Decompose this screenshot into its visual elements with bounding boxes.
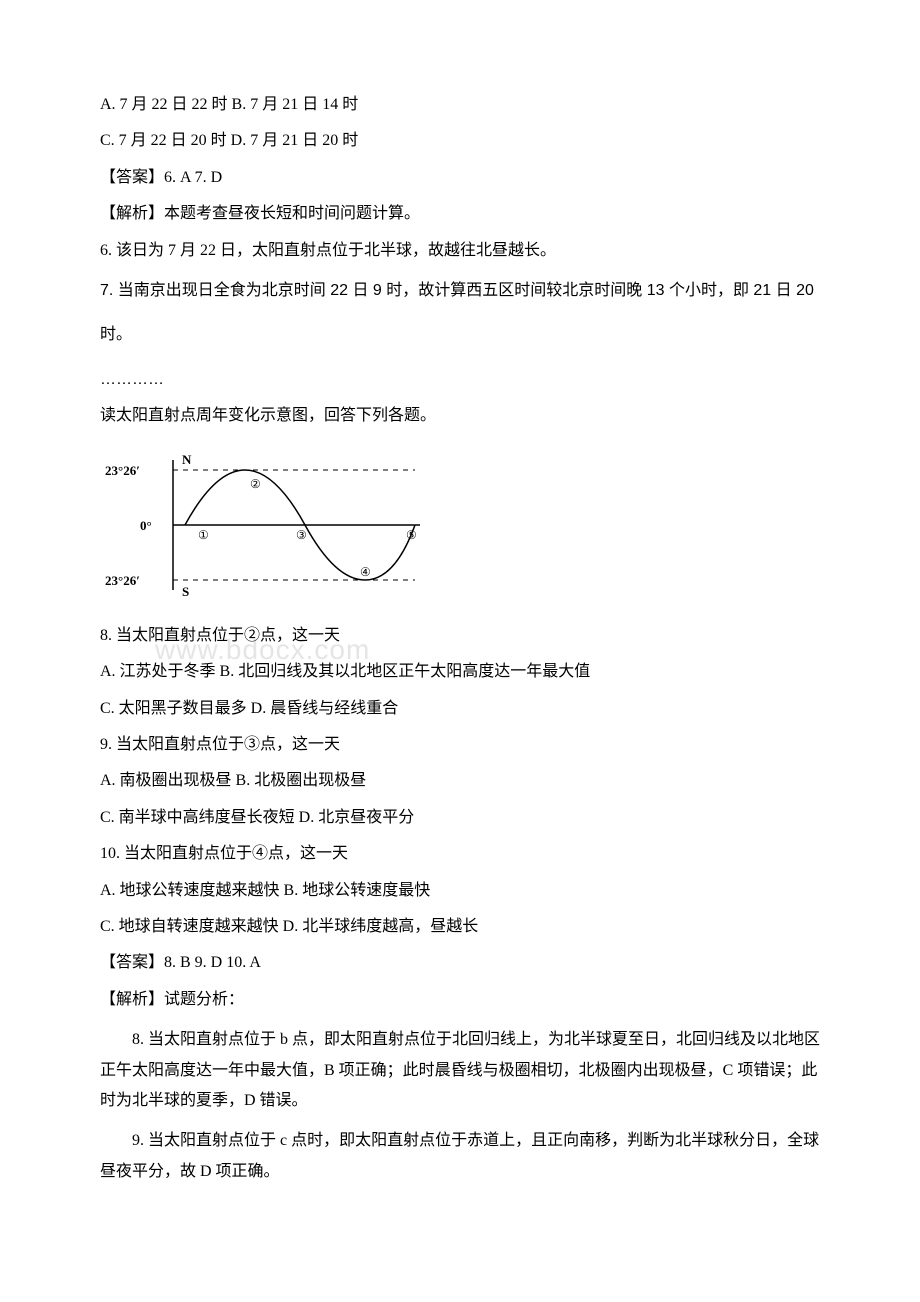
q10-option-cd: C. 地球自转速度越来越快 D. 北半球纬度越高，昼越长 bbox=[100, 912, 820, 942]
svg-text:④: ④ bbox=[360, 565, 371, 579]
q6-7-option-cd: C. 7 月 22 日 20 时 D. 7 月 21 日 20 时 bbox=[100, 126, 820, 156]
q9-stem: 9. 当太阳直射点位于③点，这一天 bbox=[100, 730, 820, 760]
q8-10-intro: 读太阳直射点周年变化示意图，回答下列各题。 bbox=[100, 401, 820, 431]
q6-analysis: 6. 该日为 7 月 22 日，太阳直射点位于北半球，故越往北昼越长。 bbox=[100, 236, 820, 266]
q9-option-cd: C. 南半球中高纬度昼长夜短 D. 北京昼夜平分 bbox=[100, 803, 820, 833]
svg-text:⑤: ⑤ bbox=[406, 528, 417, 542]
svg-text:0°: 0° bbox=[140, 518, 152, 533]
svg-text:S: S bbox=[182, 584, 189, 599]
q6-7-analysis-head: 【解析】本题考查昼夜长短和时间问题计算。 bbox=[100, 199, 820, 229]
q7-analysis-a: 7. 当南京出现日全食为北京时间 22 日 9 时，故计算西五区时间较北京时间晚… bbox=[100, 276, 820, 306]
q8-stem-text: 8. 当太阳直射点位于②点，这一天 bbox=[100, 627, 340, 644]
svg-text:③: ③ bbox=[296, 528, 307, 542]
svg-text:①: ① bbox=[198, 528, 209, 542]
q7-analysis-b: 时。 bbox=[100, 320, 820, 350]
svg-text:23°26′: 23°26′ bbox=[105, 463, 140, 478]
q6-7-answer: 【答案】6. A 7. D bbox=[100, 163, 820, 193]
q8-analysis: 8. 当太阳直射点位于 b 点，即太阳直射点位于北回归线上，为北半球夏至日，北回… bbox=[100, 1025, 820, 1116]
q8-option-ab: A. 江苏处于冬季 B. 北回归线及其以北地区正午太阳高度达一年最大值 bbox=[100, 657, 820, 687]
q10-option-ab: A. 地球公转速度越来越快 B. 地球公转速度最快 bbox=[100, 876, 820, 906]
q9-analysis: 9. 当太阳直射点位于 c 点时，即太阳直射点位于赤道上，且正向南移，判断为北半… bbox=[100, 1126, 820, 1187]
svg-text:23°26′: 23°26′ bbox=[105, 573, 140, 588]
svg-text:N: N bbox=[182, 452, 192, 467]
ellipsis: ………… bbox=[100, 365, 820, 395]
q6-7-option-ab: A. 7 月 22 日 22 时 B. 7 月 21 日 14 时 bbox=[100, 90, 820, 120]
q9-option-ab: A. 南极圈出现极昼 B. 北极圈出现极昼 bbox=[100, 766, 820, 796]
svg-text:②: ② bbox=[250, 477, 261, 491]
q8-stem: 8. 当太阳直射点位于②点，这一天 www.bdocx.com bbox=[100, 621, 820, 651]
solar-declination-diagram: 23°26′ N 0° 23°26′ S ① ② ③ ④ ⑤ bbox=[100, 440, 820, 611]
q8-option-cd: C. 太阳黑子数目最多 D. 晨昏线与经线重合 bbox=[100, 694, 820, 724]
q8-10-analysis-head: 【解析】试题分析： bbox=[100, 985, 820, 1015]
q8-10-answer: 【答案】8. B 9. D 10. A bbox=[100, 948, 820, 978]
q10-stem: 10. 当太阳直射点位于④点，这一天 bbox=[100, 839, 820, 869]
